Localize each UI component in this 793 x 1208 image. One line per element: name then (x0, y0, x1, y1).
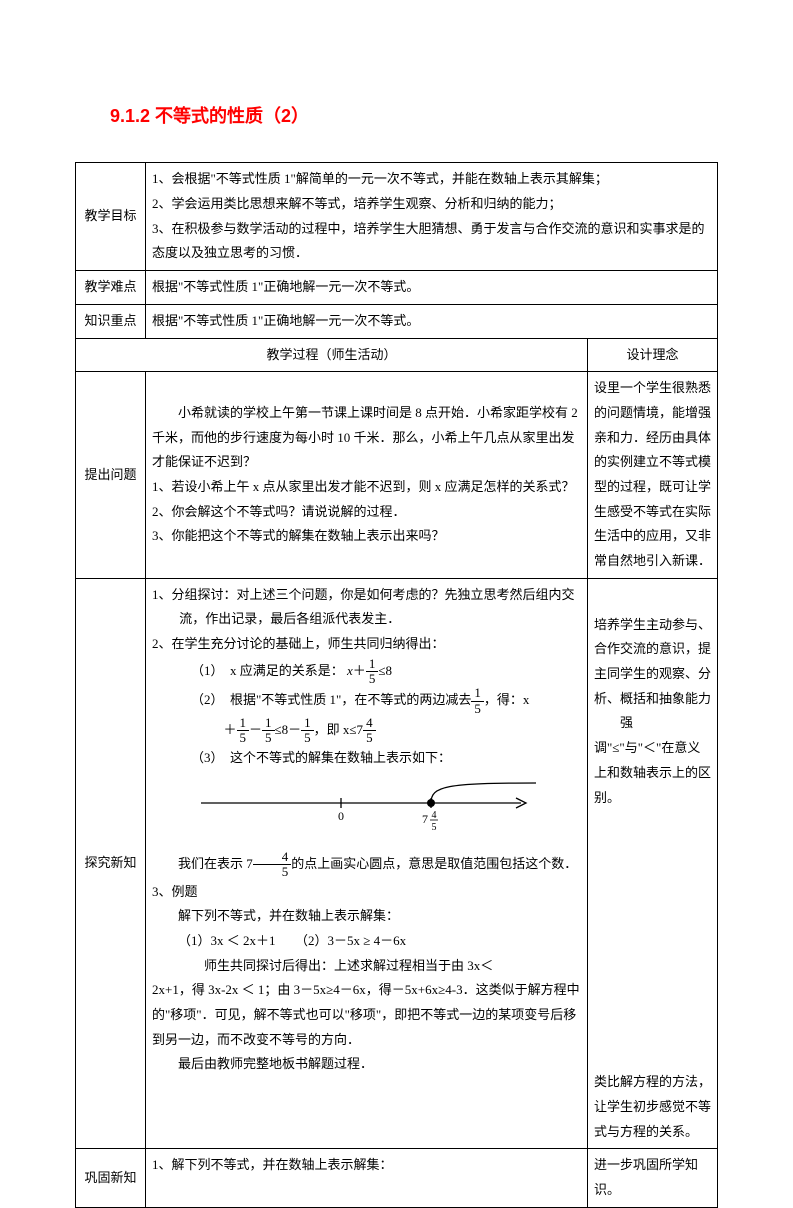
number-line: 0 7 4 5 (152, 778, 581, 842)
lesson-plan-table: 教学目标 1、会根据"不等式性质 1"解简单的一元一次不等式，并能在数轴上表示其… (75, 162, 718, 1207)
p3-b: 的点上画实心圆点，意思是取值范围包括这个数． (291, 856, 577, 871)
ex-item1-a: （1） x 应满足的关系是： (191, 663, 344, 678)
rq-intro: 小希就读的学校上午第一节课上课时间是 8 点开始．小希家距学校有 2 千米，而他… (152, 401, 581, 475)
row-keypoint: 知识重点 根据"不等式性质 1"正确地解一元一次不等式。 (76, 304, 718, 338)
ex-p6: （1）3x ＜ 2x＋1 （2）3－5x ≥ 4－6x (152, 929, 581, 954)
rq-q1: 1、若设小希上午 x 点从家里出发才能不迟到，则 x 应满足怎样的关系式？ (179, 475, 581, 500)
label-keypoint: 知识重点 (76, 304, 146, 338)
frac-4-5-a: 45 (363, 716, 376, 746)
rationale-consolidate: 进一步巩固所学知识。 (587, 1149, 717, 1207)
label-objectives: 教学目标 (76, 163, 146, 271)
rq-q2: 2、你会解这个不等式吗？请说说解的过程． (152, 500, 581, 525)
body-raise-question: 小希就读的学校上午第一节课上课时间是 8 点开始．小希家距学校有 2 千米，而他… (146, 372, 588, 579)
header-process: 教学过程（师生活动） (76, 338, 588, 372)
ex-item1: （1） x 应满足的关系是： x＋15≤8 (152, 657, 581, 687)
ex-item2-b: ，得：x (484, 692, 530, 707)
frac-1-5-a: 15 (366, 657, 379, 687)
ex-p1: 1、分组探讨：对上述三个问题，你是如何考虑的？先独立思考然后组内交流，作出记录，… (179, 583, 581, 632)
svg-text:7: 7 (422, 812, 428, 826)
ex-p5: 解下列不等式，并在数轴上表示解集： (152, 904, 581, 929)
rat-ex-3: 类比解方程的方法，让学生初步感觉不等式与方程的关系。 (594, 1070, 711, 1144)
label-consolidate: 巩固新知 (76, 1149, 146, 1207)
ex-item2-a: （2） 根据"不等式性质 1"，在不等式的两边减去 (191, 692, 471, 707)
body-explore: 1、分组探讨：对上述三个问题，你是如何考虑的？先独立思考然后组内交流，作出记录，… (146, 578, 588, 1149)
body-keypoint: 根据"不等式性质 1"正确地解一元一次不等式。 (146, 304, 718, 338)
rationale-explore: 培养学生主动参与、合作交流的意识，提主同学生的观察、分析、概括和抽象能力 强调"… (587, 578, 717, 1149)
l2-d: ，即 x≤7 (314, 722, 363, 737)
rq-q3: 3、你能把这个不等式的解集在数轴上表示出来吗？ (152, 524, 581, 549)
page-title: 9.1.2 不等式的性质（2） (110, 100, 718, 132)
row-header: 教学过程（师生活动） 设计理念 (76, 338, 718, 372)
l2-a: ＋ (224, 722, 237, 737)
ex-item2-line2: ＋15－15≤8－15，即 x≤745 (152, 716, 581, 746)
math-le8: ≤8 (378, 663, 392, 678)
label-explore: 探究新知 (76, 578, 146, 1149)
svg-text:4: 4 (432, 810, 437, 821)
row-explore: 探究新知 1、分组探讨：对上述三个问题，你是如何考虑的？先独立思考然后组内交流，… (76, 578, 718, 1149)
ex-item2: （2） 根据"不等式性质 1"，在不等式的两边减去15，得：x (152, 686, 581, 716)
ex-p8: 2x+1，得 3x-2x ＜ 1；由 3－5x≥4－6x，得－5x+6x≥4-3… (152, 978, 581, 1052)
frac-1-5-b: 15 (471, 686, 484, 716)
l2-b: － (249, 722, 262, 737)
frac-1-5-c: 15 (237, 716, 250, 746)
p3-a: 我们在表示 7 (178, 856, 253, 871)
frac-1-5-d: 15 (262, 716, 275, 746)
row-consolidate: 巩固新知 1、解下列不等式，并在数轴上表示解集： 进一步巩固所学知识。 (76, 1149, 718, 1207)
ex-p2: 2、在学生充分讨论的基础上，师生共同归纳得出： (152, 632, 581, 657)
svg-text:5: 5 (432, 822, 437, 833)
row-raise-question: 提出问题 小希就读的学校上午第一节课上课时间是 8 点开始．小希家距学校有 2 … (76, 372, 718, 579)
body-difficulty: 根据"不等式性质 1"正确地解一元一次不等式。 (146, 271, 718, 305)
label-difficulty: 教学难点 (76, 271, 146, 305)
row-difficulty: 教学难点 根据"不等式性质 1"正确地解一元一次不等式。 (76, 271, 718, 305)
ex-p9: 最后由教师完整地板书解题过程． (152, 1052, 581, 1077)
rationale-raise-question: 设里一个学生很熟悉的问题情境，能增强亲和力．经历由具体的实例建立不等式模型的过程… (587, 372, 717, 579)
ex-p3: 我们在表示 745的点上画实心圆点，意思是取值范围包括这个数． (152, 850, 581, 880)
svg-text:0: 0 (338, 809, 344, 823)
body-consolidate: 1、解下列不等式，并在数轴上表示解集： (146, 1149, 588, 1207)
ex-item3: （3） 这个不等式的解集在数轴上表示如下： (152, 746, 581, 771)
frac-1-5-e: 15 (301, 716, 314, 746)
math-plus: ＋ (353, 663, 366, 678)
body-objectives: 1、会根据"不等式性质 1"解简单的一元一次不等式，并能在数轴上表示其解集； 2… (146, 163, 718, 271)
ex-p7: 师生共同探讨后得出：上述求解过程相当于由 3x＜ (152, 954, 581, 979)
ex-p4: 3、例题 (152, 880, 581, 905)
row-objectives: 教学目标 1、会根据"不等式性质 1"解简单的一元一次不等式，并能在数轴上表示其… (76, 163, 718, 271)
l2-c: ≤8－ (275, 722, 302, 737)
rat-ex-1: 培养学生主动参与、合作交流的意识，提主同学生的观察、分析、概括和抽象能力 (594, 613, 711, 712)
header-rationale: 设计理念 (587, 338, 717, 372)
label-raise-question: 提出问题 (76, 372, 146, 579)
rat-ex-2: 强调"≤"与"＜"在意义上和数轴表示上的区别。 (594, 711, 711, 810)
frac-4-5-b: 45 (253, 850, 292, 880)
number-line-svg: 0 7 4 5 (191, 778, 541, 833)
